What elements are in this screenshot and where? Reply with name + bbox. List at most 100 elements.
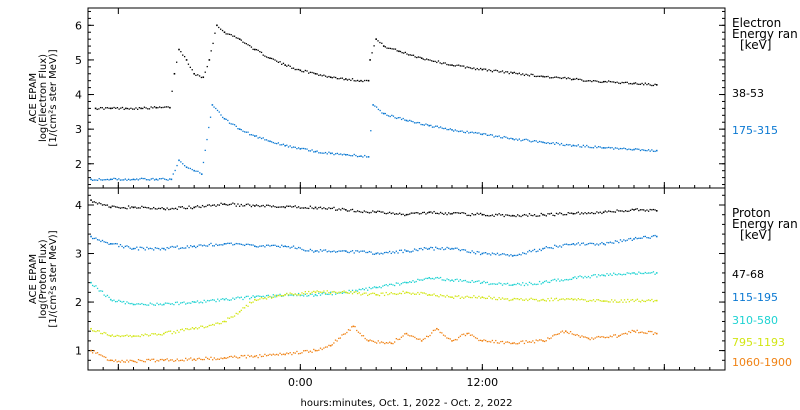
trace-dot — [525, 298, 527, 300]
trace-dot — [486, 340, 488, 343]
trace-dot — [649, 150, 651, 152]
trace-dot — [647, 149, 650, 151]
trace-dot — [176, 329, 178, 332]
trace-dot — [488, 340, 490, 343]
trace-dot — [212, 359, 214, 361]
trace-dot — [604, 275, 606, 277]
trace-dot — [412, 120, 414, 123]
trace-dot — [454, 278, 456, 281]
trace-dot — [547, 75, 549, 78]
trace-dot — [276, 353, 278, 356]
trace-dot — [392, 342, 394, 345]
data-point — [254, 205, 256, 207]
trace-dot — [255, 48, 258, 51]
trace-dot — [370, 211, 372, 214]
data-point — [193, 327, 195, 330]
trace-dot — [606, 300, 608, 302]
trace-dot — [624, 210, 627, 212]
trace-dot — [614, 81, 617, 84]
trace-dot — [582, 213, 585, 215]
trace-dot — [513, 342, 515, 344]
trace-dot — [106, 334, 109, 336]
trace-dot — [348, 210, 350, 212]
legend-title-line: [keV] — [740, 38, 771, 52]
trace-dot — [392, 115, 395, 117]
trace-dot — [387, 342, 389, 344]
trace-dot — [240, 296, 242, 298]
trace-dot — [567, 144, 569, 146]
trace-dot — [282, 353, 285, 355]
trace-dot — [538, 75, 541, 78]
x-axis-title: hours:minutes, Oct. 1, 2022 - Oct. 2, 20… — [301, 398, 513, 409]
trace-dot — [577, 144, 579, 146]
trace-dot — [205, 326, 207, 328]
trace-dot — [186, 302, 189, 304]
trace-dot — [249, 355, 251, 358]
trace-dot — [469, 334, 472, 336]
trace-dot — [495, 69, 497, 71]
trace-dot — [166, 302, 168, 304]
legend-item-310-580: 310-580 — [732, 314, 778, 327]
trace-dot — [584, 146, 586, 148]
trace-dot — [373, 253, 376, 255]
trace-dot — [127, 361, 130, 363]
trace-dot — [131, 336, 133, 338]
trace-dot — [276, 142, 278, 145]
trace-dot — [378, 286, 381, 288]
trace-dot — [634, 208, 637, 210]
trace-dot — [174, 332, 177, 334]
trace-dot — [397, 293, 399, 295]
trace-dot — [188, 328, 190, 331]
trace-dot — [522, 340, 524, 342]
trace-dot — [631, 298, 634, 301]
trace-dot — [245, 203, 248, 206]
trace-dot — [113, 335, 115, 338]
trace-dot — [506, 282, 509, 285]
trace-dot — [631, 208, 633, 210]
trace-dot — [581, 276, 583, 278]
data-point — [193, 301, 195, 303]
trace-dot — [168, 247, 170, 250]
trace-dot — [459, 212, 462, 215]
trace-dot — [644, 210, 646, 212]
trace-dot — [154, 361, 157, 363]
trace-dot — [652, 300, 655, 303]
trace-dot — [174, 246, 177, 248]
trace-dot — [257, 356, 259, 359]
trace-dot — [388, 283, 391, 286]
trace-dot — [436, 247, 438, 250]
trace-dot — [461, 65, 463, 67]
trace-dot — [156, 334, 158, 336]
data-point — [169, 106, 171, 109]
trace-dot — [490, 254, 492, 256]
trace-dot — [277, 142, 280, 144]
trace-dot — [619, 239, 622, 241]
trace-dot — [567, 298, 569, 300]
trace-dot — [458, 280, 460, 282]
trace-dot — [400, 292, 403, 295]
trace-dot — [479, 297, 482, 299]
trace-dot — [380, 287, 382, 289]
trace-dot — [262, 245, 264, 247]
data-point — [372, 104, 374, 106]
trace-dot — [262, 297, 264, 300]
trace-dot — [649, 272, 651, 274]
trace-dot — [559, 77, 561, 79]
trace-dot — [441, 212, 443, 215]
trace-dot — [264, 55, 266, 57]
trace-dot — [98, 330, 100, 332]
trace-dot — [220, 202, 222, 204]
trace-dot — [631, 83, 633, 85]
trace-dot — [98, 178, 100, 180]
trace-dot — [203, 244, 205, 246]
trace-dot — [116, 334, 118, 337]
trace-dot — [573, 333, 575, 336]
trace-dot — [530, 214, 532, 217]
trace-dot — [264, 206, 266, 208]
trace-dot — [213, 357, 215, 359]
trace-dot — [525, 73, 527, 75]
data-point — [375, 211, 377, 214]
trace-dot — [654, 209, 656, 211]
data-point — [193, 358, 195, 361]
trace-dot — [569, 331, 572, 333]
